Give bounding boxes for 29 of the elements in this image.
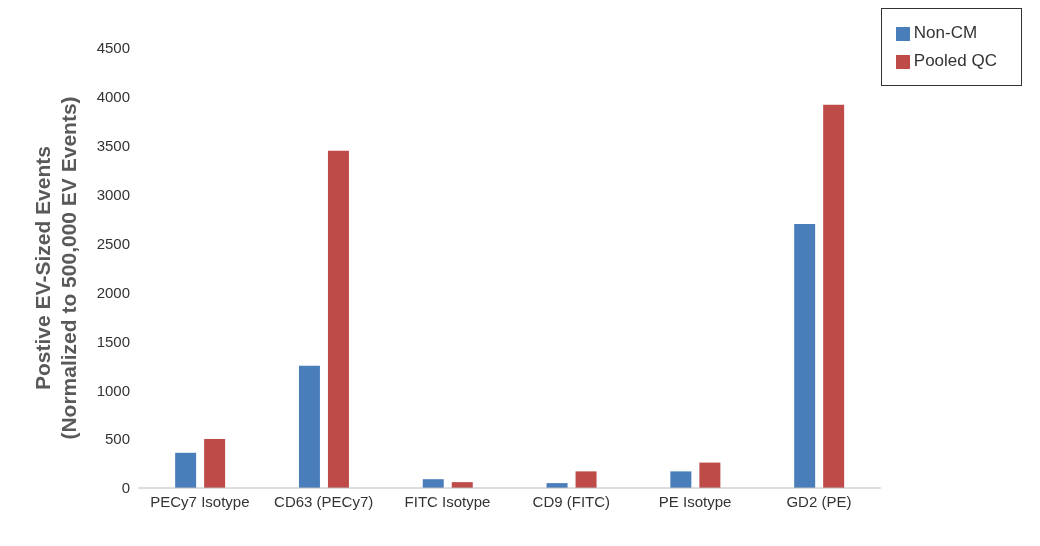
bar xyxy=(204,439,226,488)
y-tick-label: 2500 xyxy=(96,234,130,252)
y-tick-label: 1000 xyxy=(96,381,130,399)
x-tick-label: PE Isotype xyxy=(658,492,732,510)
y-tick-label: 0 xyxy=(121,479,130,497)
y-tick-label: 4500 xyxy=(96,39,130,57)
bar xyxy=(670,471,692,488)
y-tick-label: 3500 xyxy=(96,137,130,155)
legend-label: Pooled QC xyxy=(913,51,997,70)
bar xyxy=(298,365,320,488)
bar xyxy=(794,224,816,488)
y-tick-label: 4000 xyxy=(96,88,130,106)
legend-label: Non-CM xyxy=(913,23,978,42)
x-tick-label: CD63 (PECy7) xyxy=(274,492,374,510)
bar xyxy=(175,452,197,488)
y-axis-title: Postive EV-Sized Events (Normalized to 500,000 EV Events) xyxy=(31,96,80,440)
bar xyxy=(422,479,444,488)
x-tick-label: CD9 (FITC) xyxy=(532,492,611,510)
bar xyxy=(823,104,845,488)
bar xyxy=(575,471,597,488)
y-tick-label: 3000 xyxy=(96,185,130,203)
bar xyxy=(699,462,721,488)
y-tick-label: 1500 xyxy=(96,332,130,350)
x-tick-label: GD2 (PE) xyxy=(786,492,852,510)
y-tick-label: 500 xyxy=(104,430,130,448)
y-tick-label: 2000 xyxy=(96,283,130,301)
bar xyxy=(327,150,349,488)
x-tick-label: PECy7 Isotype xyxy=(150,492,250,510)
x-tick-label: FITC Isotype xyxy=(404,492,491,510)
